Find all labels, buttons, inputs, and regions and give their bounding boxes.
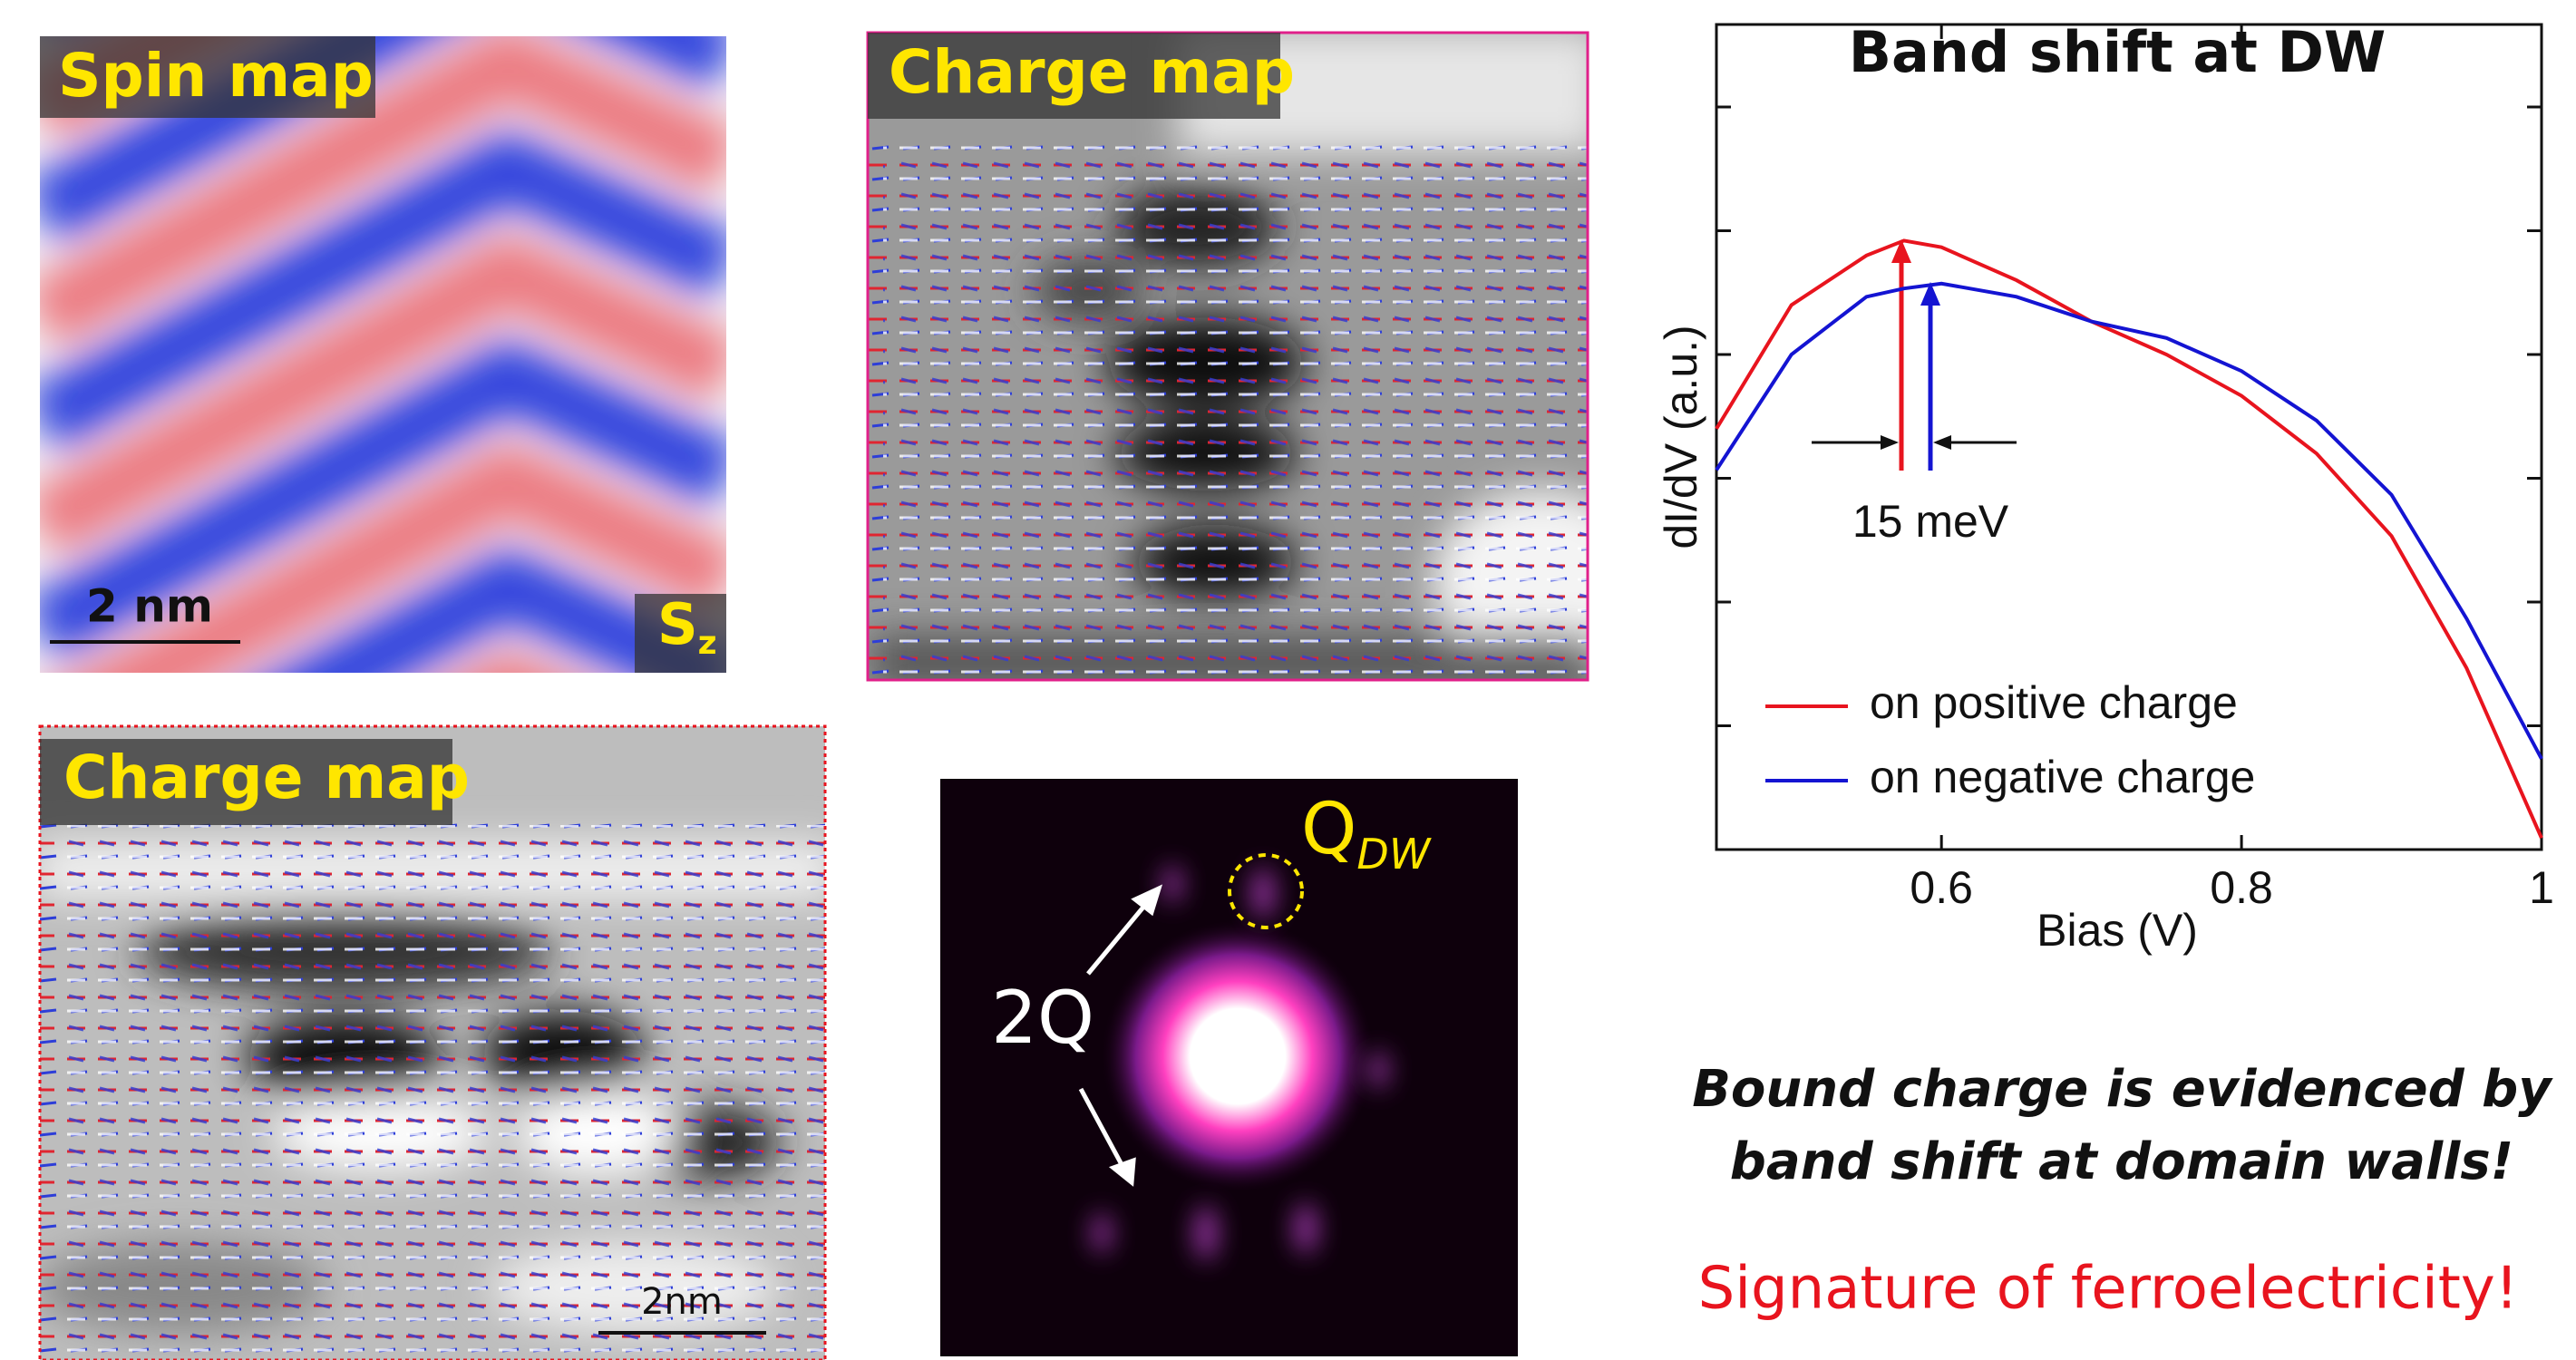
scale-label: 2nm bbox=[641, 1281, 723, 1323]
annotation: 15 meV bbox=[1852, 496, 2009, 547]
x-axis-label: Bias (V) bbox=[2036, 905, 2198, 956]
panel-label: Spin map bbox=[58, 41, 374, 111]
panel-label: Charge map bbox=[63, 743, 470, 812]
highlight-text: Signature of ferroelectricity! bbox=[1698, 1256, 2519, 1323]
harmonic-label: 2Q bbox=[991, 976, 1094, 1060]
peak-arrows bbox=[1812, 239, 2017, 471]
slide: Spin map 2 nm Sz Charge map Charge map 2… bbox=[0, 0, 2576, 1360]
x-tick-label: 1 bbox=[2529, 862, 2554, 913]
legend-label: on negative charge bbox=[1870, 752, 2255, 802]
x-tick-label: 0.6 bbox=[1910, 862, 1973, 913]
chart-title: Band shift at DW bbox=[1849, 19, 2386, 85]
x-tick-label: 0.8 bbox=[2210, 862, 2273, 913]
conclusion-text: band shift at domain walls! bbox=[1730, 1132, 2513, 1191]
fft-image bbox=[940, 779, 1518, 1356]
spin-stripe bbox=[40, 0, 726, 5]
conclusion-text: Bound charge is evidenced by bbox=[1692, 1060, 2553, 1119]
panel-label: Charge map bbox=[889, 37, 1295, 107]
scale-label: 2 nm bbox=[86, 580, 213, 633]
charge-map bbox=[868, 27, 1650, 689]
legend-label: on positive charge bbox=[1870, 677, 2238, 728]
y-axis-label: dI/dV (a.u.) bbox=[1656, 325, 1706, 549]
